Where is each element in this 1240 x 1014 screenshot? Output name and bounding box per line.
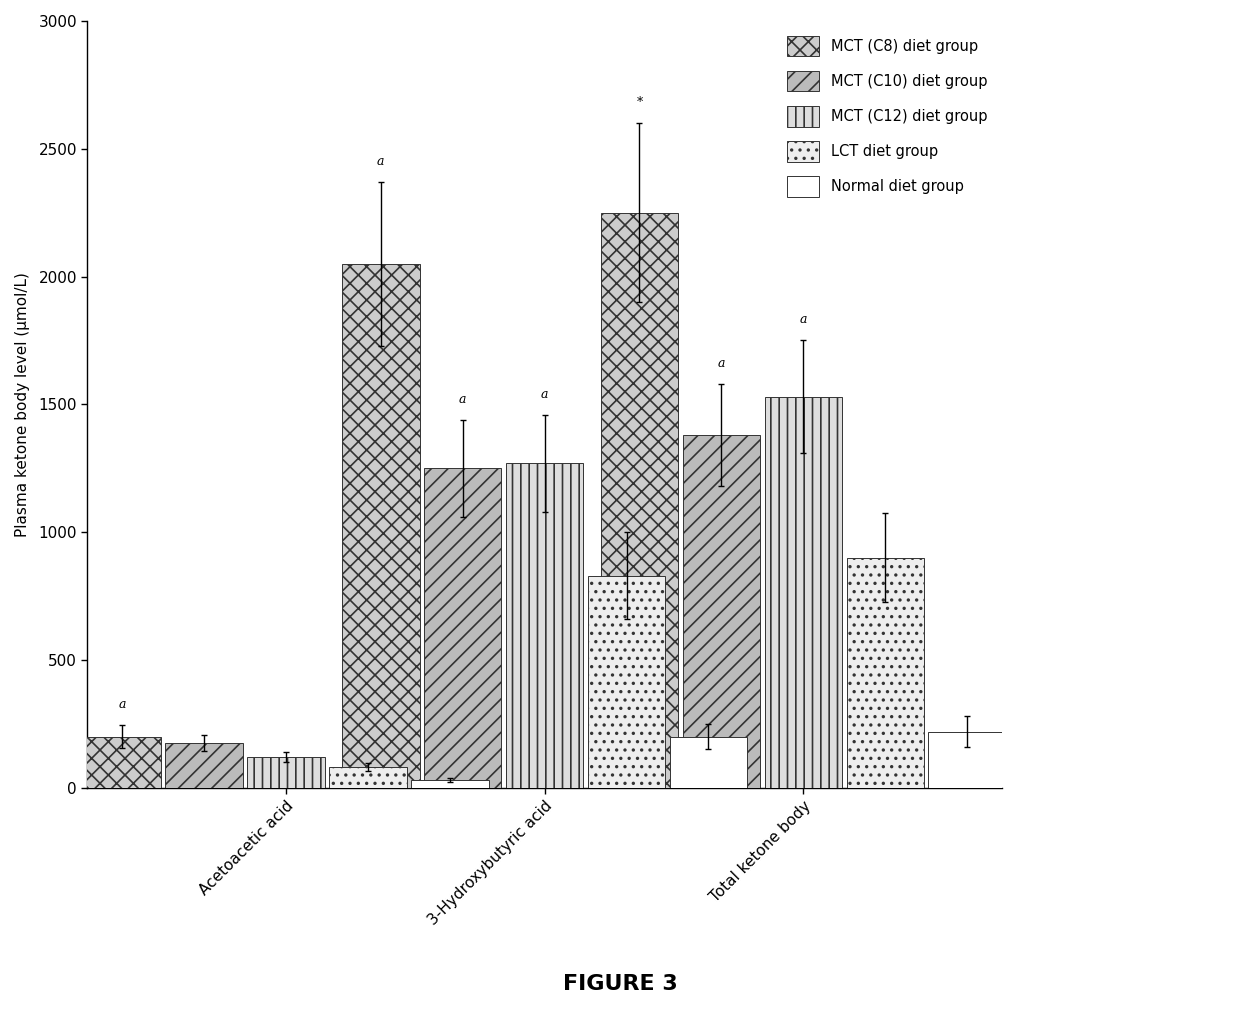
Bar (424, 468, 501, 788)
Bar (600, 213, 678, 788)
Bar (410, 780, 489, 788)
Text: FIGURE 3: FIGURE 3 (563, 973, 677, 994)
Text: *: * (636, 96, 642, 110)
Text: a: a (800, 313, 807, 327)
Bar (247, 757, 325, 788)
Text: a: a (541, 387, 548, 401)
Bar (165, 743, 243, 788)
Bar (670, 736, 748, 788)
Text: a: a (459, 392, 466, 406)
Bar (765, 396, 842, 788)
Bar (83, 736, 161, 788)
Legend: MCT (C8) diet group, MCT (C10) diet group, MCT (C12) diet group, LCT diet group,: MCT (C8) diet group, MCT (C10) diet grou… (780, 28, 994, 205)
Y-axis label: Plasma ketone body level (μmol/L): Plasma ketone body level (μmol/L) (15, 272, 30, 536)
Text: a: a (377, 155, 384, 168)
Bar (929, 731, 1006, 788)
Bar (847, 558, 924, 788)
Bar (342, 264, 419, 788)
Bar (588, 576, 666, 788)
Text: a: a (718, 357, 725, 370)
Text: a: a (118, 698, 125, 711)
Bar (506, 463, 583, 788)
Bar (682, 435, 760, 788)
Bar (329, 768, 407, 788)
